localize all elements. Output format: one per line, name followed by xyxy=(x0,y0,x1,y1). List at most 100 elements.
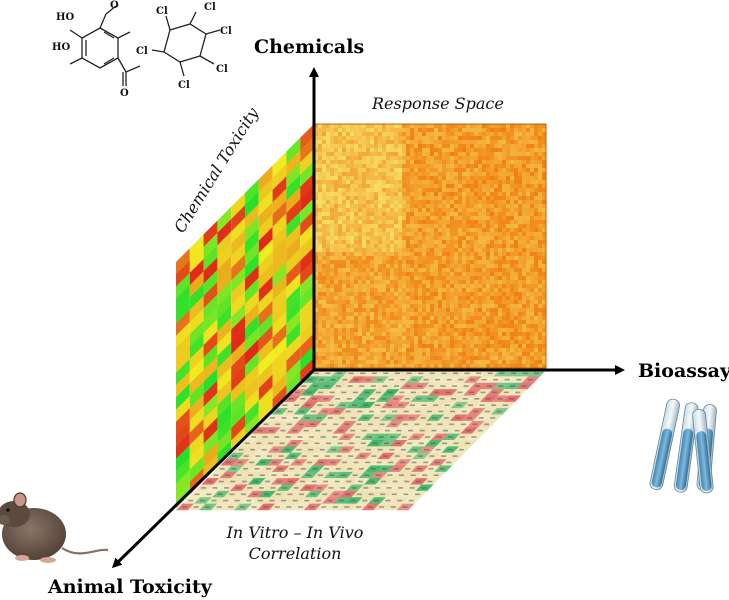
heatmap-cell xyxy=(338,124,343,129)
heatmap-cell xyxy=(318,344,323,349)
heatmap-cell xyxy=(430,320,435,325)
heatmap-cell xyxy=(354,252,359,257)
heatmap-cell xyxy=(414,356,419,361)
heatmap-cell xyxy=(398,260,403,265)
heatmap-cell xyxy=(502,260,507,265)
heatmap-cell xyxy=(430,232,435,237)
heatmap-cell xyxy=(322,124,327,129)
heatmap-cell xyxy=(402,124,407,129)
heatmap-cell xyxy=(362,136,367,141)
heatmap-cell xyxy=(318,124,323,129)
heatmap-cell xyxy=(350,144,355,149)
heatmap-cell xyxy=(342,152,347,157)
heatmap-cell xyxy=(430,276,435,281)
heatmap-cell xyxy=(354,316,359,321)
toxicity-cell xyxy=(272,163,287,191)
heatmap-cell xyxy=(318,132,323,137)
correlation-cell-text-mark xyxy=(207,480,213,483)
heatmap-cell xyxy=(486,224,491,229)
heatmap-cell xyxy=(426,160,431,165)
heatmap-cell xyxy=(358,156,363,161)
heatmap-cell xyxy=(326,268,331,273)
heatmap-cell xyxy=(462,244,467,249)
heatmap-cell xyxy=(386,220,391,225)
heatmap-cell xyxy=(478,156,483,161)
toxicity-cell xyxy=(258,190,273,217)
heatmap-cell xyxy=(514,124,519,129)
heatmap-cell xyxy=(478,340,483,345)
heatmap-cell xyxy=(478,344,483,349)
heatmap-cell xyxy=(394,132,399,137)
heatmap-cell xyxy=(394,316,399,321)
heatmap-cell xyxy=(438,336,443,341)
correlation-cell-text-mark xyxy=(234,499,240,502)
heatmap-cell xyxy=(382,208,387,213)
heatmap-cell xyxy=(494,268,499,273)
heatmap-cell xyxy=(498,284,503,289)
heatmap-cell xyxy=(518,340,523,345)
heatmap-cell xyxy=(450,244,455,249)
heatmap-cell xyxy=(414,280,419,285)
correlation-cell-text-mark xyxy=(273,448,279,451)
heatmap-cell xyxy=(498,232,503,237)
heatmap-cell xyxy=(430,188,435,193)
heatmap-cell xyxy=(502,132,507,137)
heatmap-cell xyxy=(338,268,343,273)
heatmap-cell xyxy=(466,364,471,369)
heatmap-cell xyxy=(482,292,487,297)
heatmap-cell xyxy=(378,324,383,329)
heatmap-cell xyxy=(338,200,343,205)
heatmap-cell xyxy=(402,224,407,229)
heatmap-cell xyxy=(494,320,499,325)
heatmap-cell xyxy=(410,172,415,177)
toxicity-cell xyxy=(189,394,204,421)
heatmap-cell xyxy=(358,176,363,181)
correlation-cell-text-mark xyxy=(452,455,458,457)
correlation-cell-text-mark xyxy=(346,480,352,483)
heatmap-cell xyxy=(338,156,343,161)
heatmap-cell xyxy=(510,132,515,137)
heatmap-cell xyxy=(458,340,463,345)
heatmap-cell xyxy=(346,284,351,289)
heatmap-cell xyxy=(466,260,471,265)
heatmap-cell xyxy=(518,304,523,309)
heatmap-cell xyxy=(398,284,403,289)
heatmap-cell xyxy=(406,300,411,305)
heatmap-cell xyxy=(354,332,359,337)
correlation-cell-text-mark xyxy=(420,417,426,419)
heatmap-cell xyxy=(342,356,347,361)
heatmap-cell xyxy=(422,284,427,289)
correlation-cell-text-mark xyxy=(468,404,473,406)
heatmap-cell xyxy=(478,252,483,257)
heatmap-cell xyxy=(318,196,323,201)
heatmap-cell xyxy=(430,176,435,181)
toxicity-cell xyxy=(176,322,190,349)
heatmap-cell xyxy=(434,200,439,205)
heatmap-cell xyxy=(374,300,379,305)
heatmap-cell xyxy=(502,212,507,217)
heatmap-cell xyxy=(530,168,535,173)
heatmap-cell xyxy=(462,240,467,245)
heatmap-cell xyxy=(334,308,339,313)
heatmap-cell xyxy=(462,164,467,169)
heatmap-cell xyxy=(470,216,475,221)
heatmap-cell xyxy=(482,180,487,185)
heatmap-cell xyxy=(322,308,327,313)
heatmap-cell xyxy=(350,236,355,241)
toxicity-cell xyxy=(203,319,218,346)
toxicity-cell xyxy=(189,345,204,372)
heatmap-cell xyxy=(382,340,387,345)
heatmap-cell xyxy=(502,280,507,285)
heatmap-cell xyxy=(354,164,359,169)
heatmap-cell xyxy=(410,180,415,185)
heatmap-cell xyxy=(482,236,487,241)
heatmap-cell xyxy=(482,132,487,137)
heatmap-cell xyxy=(374,344,379,349)
heatmap-cell xyxy=(342,164,347,169)
heatmap-cell xyxy=(414,176,419,181)
toxicity-cell xyxy=(300,210,314,237)
toxicity-cell xyxy=(231,242,245,269)
heatmap-cell xyxy=(454,236,459,241)
heatmap-cell xyxy=(478,136,483,141)
correlation-cell-text-mark xyxy=(305,404,311,406)
